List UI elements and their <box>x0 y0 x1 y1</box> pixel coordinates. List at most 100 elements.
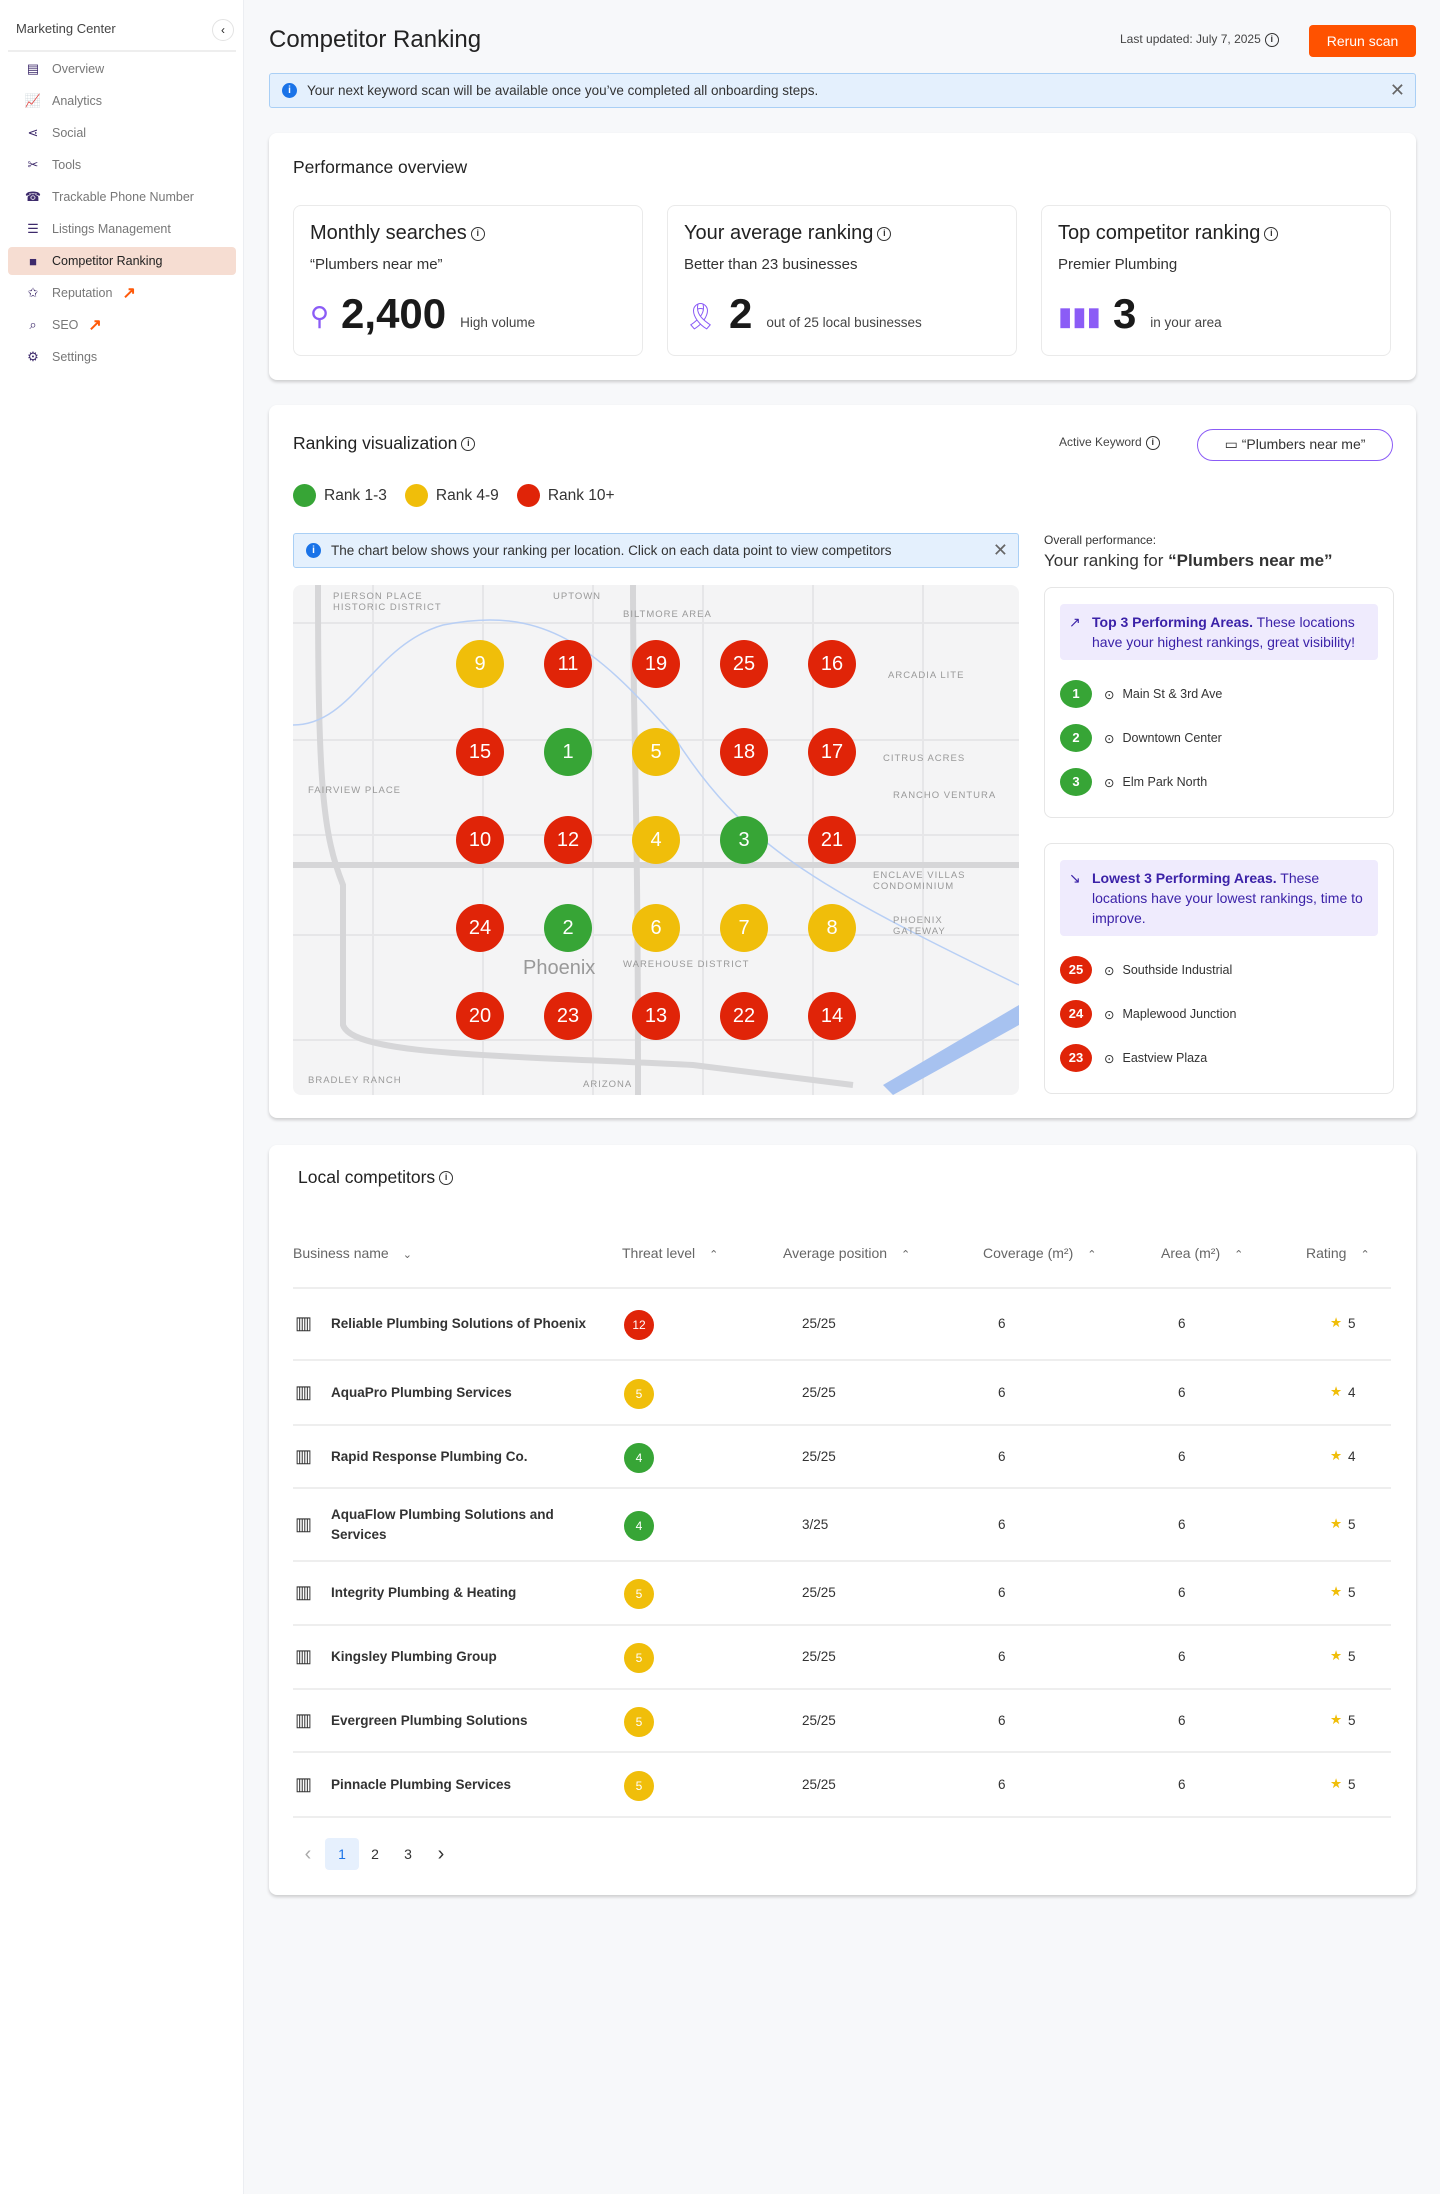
close-icon[interactable]: ✕ <box>992 540 1008 560</box>
business-name: Integrity Plumbing & Heating <box>331 1585 517 1600</box>
sidebar-item-settings[interactable]: ⚙ Settings <box>8 343 236 371</box>
prev-page-button[interactable]: ‹ <box>304 1843 312 1865</box>
chevron-up-icon: ⌃ <box>1087 1249 1097 1261</box>
column-header[interactable]: Business name ⌄ <box>293 1245 412 1261</box>
rank-pin[interactable]: 17 <box>808 728 856 776</box>
table-row[interactable]: ▥ Rapid Response Plumbing Co. 4 25/25 6 6 ★ 4 <box>293 1424 1391 1487</box>
rank-pin[interactable]: 2 <box>544 904 592 952</box>
area-row[interactable]: 23 ⊙ Eastview Plaza <box>1045 1036 1393 1080</box>
last-updated: Last updated: July 7, 2025 i <box>1120 32 1279 47</box>
info-icon[interactable]: i <box>1264 226 1279 241</box>
star-icon: ★ <box>1330 1775 1343 1791</box>
rank-pin[interactable]: 15 <box>456 728 504 776</box>
sidebar-item-analytics[interactable]: 📈 Analytics <box>8 87 236 115</box>
star-icon: ★ <box>1330 1447 1343 1463</box>
rank-pin[interactable]: 13 <box>632 992 680 1040</box>
rank-pin[interactable]: 14 <box>808 992 856 1040</box>
column-header[interactable]: Average position ⌃ <box>783 1245 910 1261</box>
rank-pin[interactable]: 22 <box>720 992 768 1040</box>
coverage-value: 6 <box>998 1384 1006 1400</box>
business-name: Kingsley Plumbing Group <box>331 1649 497 1664</box>
top-areas-callout: ↗ Top 3 Performing Areas. These locations… <box>1060 604 1378 660</box>
callout-desc: These locations have your highest rankin… <box>1092 614 1356 650</box>
rank-pin[interactable]: 8 <box>808 904 856 952</box>
ranking-keyword: “Plumbers near me” <box>1168 551 1333 570</box>
sidebar-item-reputation[interactable]: ✩ Reputation ↗ <box>8 279 236 307</box>
location-pin-icon: ⊙ <box>1104 1007 1115 1022</box>
column-header[interactable]: Area (m²) ⌃ <box>1161 1245 1243 1261</box>
sidebar-item-listings-management[interactable]: ☰ Listings Management <box>8 215 236 243</box>
sidebar-item-label: Overview <box>52 62 105 76</box>
rank-pin[interactable]: 3 <box>720 816 768 864</box>
area-row[interactable]: 24 ⊙ Maplewood Junction <box>1045 992 1393 1036</box>
rank-pin[interactable]: 4 <box>632 816 680 864</box>
table-row[interactable]: ▥ Integrity Plumbing & Heating 5 25/25 6 6 ★ 5 <box>293 1560 1391 1624</box>
rank-pin[interactable]: 21 <box>808 816 856 864</box>
avg-value: 25/25 <box>802 1448 836 1464</box>
rank-pin[interactable]: 10 <box>456 816 504 864</box>
area-row[interactable]: 3 ⊙ Elm Park North <box>1045 760 1393 804</box>
info-icon[interactable]: i <box>1145 435 1160 450</box>
trending-down-icon: ↘ <box>1069 870 1081 886</box>
close-icon[interactable]: ✕ <box>1389 80 1405 100</box>
legend-item: Rank 10+ <box>516 484 615 507</box>
rank-pin[interactable]: 19 <box>632 640 680 688</box>
rank-pin[interactable]: 25 <box>720 640 768 688</box>
active-keyword-label: Active Keyword i <box>1059 435 1160 450</box>
info-icon[interactable]: i <box>470 226 485 241</box>
info-icon[interactable]: i <box>439 1171 454 1186</box>
rank-pin[interactable]: 5 <box>632 728 680 776</box>
page-button[interactable]: 1 <box>325 1838 359 1870</box>
sidebar-item-tools[interactable]: ✂ Tools <box>8 151 236 179</box>
column-header-label: Area (m²) <box>1161 1245 1221 1261</box>
sidebar-item-social[interactable]: ⋖ Social <box>8 119 236 147</box>
info-icon[interactable]: i <box>877 226 892 241</box>
info-icon[interactable]: i <box>1264 32 1279 47</box>
table-row[interactable]: ▥ Pinnacle Plumbing Services 5 25/25 6 6 ★ 5 <box>293 1751 1391 1816</box>
rank-pin[interactable]: 20 <box>456 992 504 1040</box>
area-row[interactable]: 1 ⊙ Main St & 3rd Ave <box>1045 672 1393 716</box>
table-row[interactable]: ▥ Kingsley Plumbing Group 5 25/25 6 6 ★ 5 <box>293 1624 1391 1688</box>
next-page-button[interactable]: › <box>437 1843 445 1865</box>
table-row[interactable]: ▥ Reliable Plumbing Solutions of Phoenix 1… <box>293 1287 1391 1359</box>
column-header[interactable]: Coverage (m²) ⌃ <box>983 1245 1096 1261</box>
table-row[interactable]: ▥ AquaFlow Plumbing Solutions and Service… <box>293 1487 1391 1560</box>
table-row[interactable]: ▥ AquaPro Plumbing Services 5 25/25 6 6 ★ 4 <box>293 1359 1391 1424</box>
area-row[interactable]: 2 ⊙ Downtown Center <box>1045 716 1393 760</box>
sidebar-item-overview[interactable]: ▤ Overview <box>8 55 236 83</box>
page-button[interactable]: 3 <box>404 1846 412 1862</box>
keyword-selector[interactable]: ▭ “Plumbers near me” <box>1197 429 1393 461</box>
location-pin-icon: ⊙ <box>1104 731 1115 746</box>
metric-value: 2,400 <box>341 290 447 337</box>
rank-badge: 3 <box>1060 768 1092 796</box>
table-row[interactable]: ▥ Evergreen Plumbing Solutions 5 25/25 6 6 ★ 5 <box>293 1688 1391 1751</box>
sidebar-item-seo[interactable]: ⌕ SEO ↗ <box>8 311 236 339</box>
phone-icon: ☎ <box>24 189 42 204</box>
info-icon[interactable]: i <box>461 437 476 452</box>
area-row[interactable]: 25 ⊙ Southside Industrial <box>1045 948 1393 992</box>
rank-pin[interactable]: 23 <box>544 992 592 1040</box>
sidebar-item-trackable-phone-number[interactable]: ☎ Trackable Phone Number <box>8 183 236 211</box>
rank-pin[interactable]: 9 <box>456 640 504 688</box>
column-header[interactable]: Threat level ⌃ <box>622 1245 718 1261</box>
rank-pin[interactable]: 18 <box>720 728 768 776</box>
column-header[interactable]: Rating ⌃ <box>1306 1245 1370 1261</box>
rank-pin[interactable]: 6 <box>632 904 680 952</box>
rank-pin[interactable]: 12 <box>544 816 592 864</box>
ranking-map[interactable]: UPTOWN PIERSON PLACE HISTORIC DISTRICT BIL… <box>293 585 1019 1095</box>
coverage-value: 6 <box>998 1516 1006 1532</box>
rerun-scan-button[interactable]: Rerun scan <box>1309 25 1416 57</box>
rank-pin[interactable]: 11 <box>544 640 592 688</box>
rank-pin[interactable]: 7 <box>720 904 768 952</box>
map-label: ENCLAVE VILLAS CONDOMINIUM <box>873 870 966 892</box>
building-icon: ▥ <box>295 1513 313 1534</box>
rank-pin[interactable]: 24 <box>456 904 504 952</box>
collapse-sidebar-button[interactable]: ‹ <box>212 19 234 41</box>
legend-dot <box>404 484 428 507</box>
rank-pin[interactable]: 16 <box>808 640 856 688</box>
sidebar-item-competitor-ranking[interactable]: ■ Competitor Ranking <box>8 247 236 275</box>
gear-icon: ⚙ <box>27 349 39 364</box>
page-button[interactable]: 2 <box>371 1846 379 1862</box>
rank-pin[interactable]: 1 <box>544 728 592 776</box>
metric-value: 3 <box>1112 290 1137 337</box>
